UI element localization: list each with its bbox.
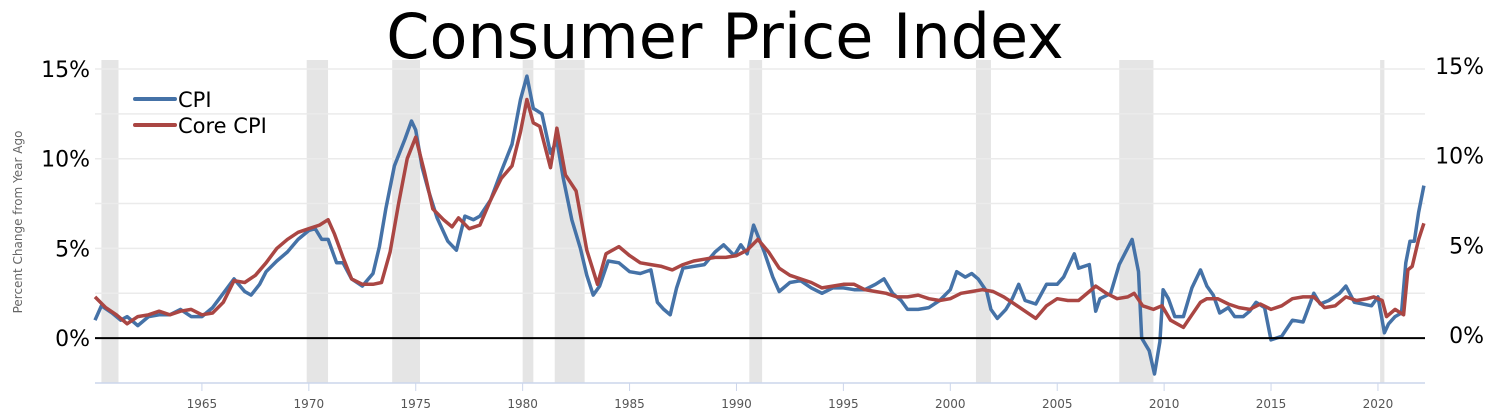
chart-title: Consumer Price Index — [386, 0, 1064, 73]
x-tick-label: 2010 — [1149, 397, 1180, 411]
legend: CPI Core CPI — [133, 88, 267, 138]
legend-cpi-label[interactable]: CPI — [178, 88, 212, 112]
recession-band — [101, 60, 119, 383]
y-tick-label-right: 15% — [1435, 55, 1484, 80]
y-tick-label-right: 0% — [1449, 324, 1484, 349]
x-tick-label: 2005 — [1042, 397, 1073, 411]
core-cpi-line[interactable] — [93, 97, 1426, 330]
recession-band — [1380, 60, 1385, 383]
y-tick-label-left: 0% — [55, 327, 90, 352]
recession-band — [749, 60, 763, 383]
x-tick-label: 2020 — [1363, 397, 1394, 411]
x-tick-label: 1995 — [828, 397, 859, 411]
y-axis-label: Percent Change from Year Ago — [11, 131, 25, 314]
x-tick-label: 1985 — [614, 397, 645, 411]
recession-bands — [101, 60, 1385, 383]
x-tick-label: 2000 — [935, 397, 966, 411]
recession-band — [975, 60, 991, 383]
recession-band — [1119, 60, 1154, 383]
recession-band — [306, 60, 329, 383]
y-tick-label-left: 10% — [41, 148, 90, 173]
y-tick-label-right: 5% — [1449, 234, 1484, 259]
legend-core-cpi-label[interactable]: Core CPI — [178, 114, 267, 138]
series-lines — [93, 74, 1426, 376]
y-tick-label-left: 5% — [55, 237, 90, 262]
x-tick-label: 1965 — [187, 397, 218, 411]
x-tick-label: 1975 — [400, 397, 431, 411]
axes: 1965 1970 1975 1980 1985 1990 1995 2000 2005 2010… — [41, 55, 1484, 411]
y-tick-label-left: 15% — [41, 58, 90, 83]
x-tick-label: 1970 — [294, 397, 325, 411]
x-tick-label: 1990 — [721, 397, 752, 411]
y-tick-label-right: 10% — [1435, 145, 1484, 170]
x-tick-label: 1980 — [507, 397, 538, 411]
gridlines — [95, 68, 1425, 295]
x-tick-label: 2015 — [1256, 397, 1287, 411]
recession-band — [522, 60, 534, 383]
